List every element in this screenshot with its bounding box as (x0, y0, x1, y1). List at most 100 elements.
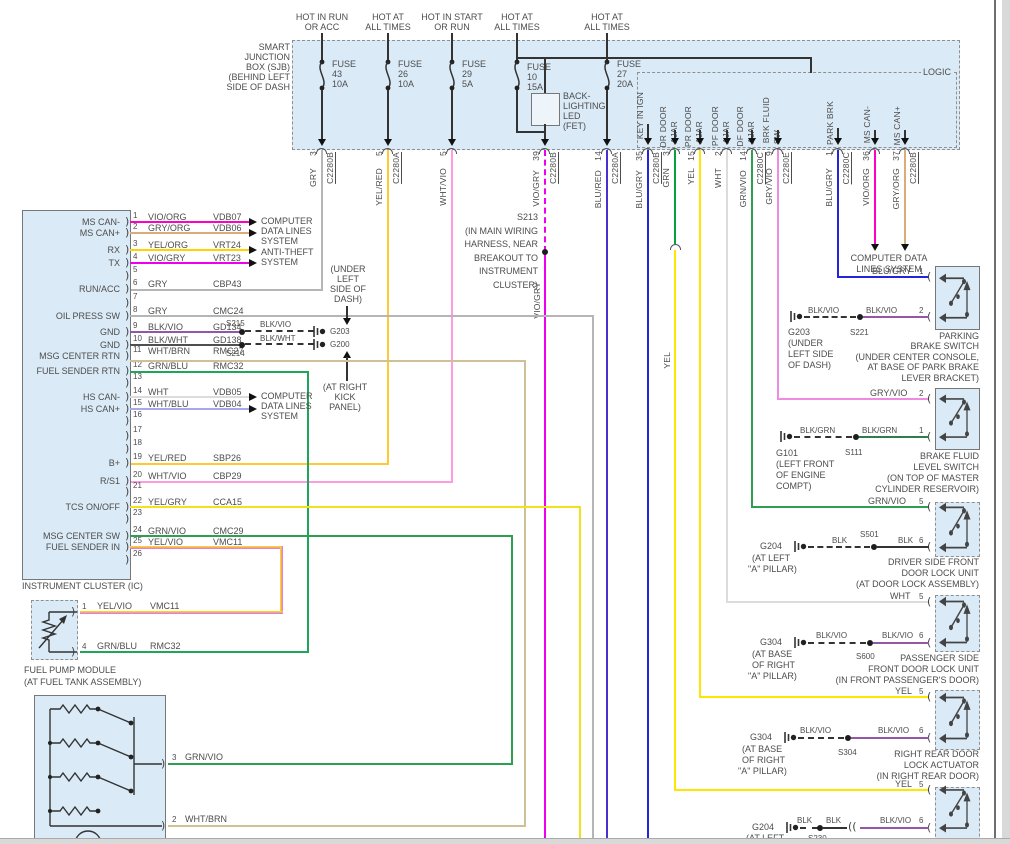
arrow-down-icon (723, 138, 731, 145)
connector-bracket (446, 148, 457, 154)
wire-color-label: YEL (686, 168, 696, 185)
pin-number: 3 (133, 239, 138, 248)
wire (524, 360, 526, 827)
wire-color-label: VIO/ORG (148, 212, 187, 222)
wire-color-label: BLK (826, 816, 842, 825)
sjb-label: SMART (258, 42, 290, 52)
wire-color-label: WHT/VIO (148, 471, 187, 481)
pin-label: GND (100, 327, 120, 337)
wire-color-label: YEL (895, 779, 913, 789)
fuse-word: FUSE (462, 59, 487, 69)
fuse-word: FUSE (527, 62, 552, 72)
inline-connector: (( (848, 820, 857, 833)
pin-label: RUN/ACC (78, 284, 120, 294)
wire (863, 316, 929, 318)
wire (321, 150, 323, 290)
splice-note: S213 (516, 212, 538, 222)
location-note: LEFT (336, 274, 359, 284)
wire (808, 642, 866, 644)
wire-color-label: WHT (148, 387, 169, 397)
fuel-sender-symbol (48, 703, 162, 844)
wire (751, 506, 929, 508)
wire (516, 90, 518, 133)
pin-number: 6 (919, 631, 924, 640)
wire (517, 131, 545, 133)
wire (810, 57, 812, 73)
pin-number: 36 (861, 151, 871, 161)
pin-number: 9 (133, 321, 138, 330)
pin-number: 1 (133, 211, 138, 220)
splice-dot (857, 314, 863, 320)
pin-label: MS CAN+ (79, 228, 120, 238)
hot-label: HOT IN RUN (295, 12, 349, 22)
splice-label: S214 (226, 349, 245, 358)
fuse-num: 29 (462, 69, 473, 79)
pin-bracket: ) (125, 402, 130, 415)
circuit-id: VDB04 (213, 399, 242, 409)
backlight-label: LED (563, 111, 581, 121)
arrow-down-icon (541, 139, 549, 146)
circuit-id: GD138 (213, 335, 242, 345)
ground-note: OF RIGHT (752, 660, 795, 670)
pin-number: 14 (593, 151, 603, 161)
fuel-pump-label: FUEL PUMP MODULE (24, 665, 117, 675)
component-label: RIGHT REAR DOOR (894, 749, 979, 759)
fuse-icon (385, 59, 391, 91)
wire (837, 150, 839, 277)
connector-bracket (746, 148, 757, 154)
pin-number: 2 (713, 151, 723, 156)
connector-id: C2280A (391, 152, 401, 184)
scrollbar-track[interactable] (1002, 0, 1010, 844)
fuse-amp: 15A (527, 82, 544, 92)
scrollbar-track[interactable] (0, 839, 1010, 844)
pin-number: 21 (133, 481, 142, 490)
pin-label: HS CAN+ (80, 404, 120, 414)
pin-bracket: ) (125, 226, 130, 239)
wire (544, 252, 546, 839)
pin-number: 15 (686, 151, 696, 161)
pin-number: 2 (172, 815, 177, 824)
pin-label: GND (100, 340, 120, 350)
fuse-word: FUSE (617, 59, 642, 69)
wire (130, 463, 389, 465)
wire-color-label: WHT (713, 168, 723, 188)
wire (130, 506, 581, 508)
pin-bracket: ( (927, 731, 932, 744)
switch-icon (939, 502, 971, 553)
wire-color-label: BLK/VIO (866, 306, 898, 315)
ground-note: (AT BASE (752, 649, 793, 659)
wire-color-label: GRY (308, 168, 318, 187)
pin-bracket: ) (125, 256, 130, 269)
arrow-down-icon (696, 138, 704, 145)
connector-bracket (694, 148, 705, 154)
circuit-id: VDB07 (213, 212, 242, 222)
fuse-icon (449, 59, 455, 91)
fuse-num: 27 (617, 69, 628, 79)
splice-label: S600 (856, 652, 875, 661)
pin-number: 10 (133, 334, 142, 343)
connector-bracket (316, 148, 327, 154)
wire (544, 150, 546, 252)
arrow-right-icon (249, 259, 257, 267)
wire-color-label: GRN (661, 168, 671, 188)
wire (130, 546, 283, 549)
ground-label: G200 (330, 340, 350, 349)
wire-color-label: WHT/BRN (148, 346, 190, 356)
connector-bracket (869, 148, 880, 154)
ground-label: G101 (776, 448, 799, 458)
arrow-down-icon (748, 138, 756, 145)
hot-label: HOT AT (501, 12, 533, 22)
connector-id: C2280B (651, 152, 661, 184)
wire (516, 33, 518, 61)
pin-label: HS CAN- (82, 392, 120, 402)
wire-color-label: BLK/WHT (148, 335, 189, 345)
wire-color-label: BLK/VIO (816, 631, 848, 640)
wire-color-label: WHT (890, 591, 911, 601)
ground-note: (AT BASE (742, 744, 783, 754)
arrow-up-icon (343, 351, 351, 358)
splice-note: INSTRUMENT (479, 266, 538, 276)
pin-number: 19 (133, 452, 142, 461)
component-label: DOOR LOCK UNIT (901, 568, 979, 578)
wire-color-label: GRN/BLU (97, 641, 138, 651)
wire (387, 33, 389, 61)
